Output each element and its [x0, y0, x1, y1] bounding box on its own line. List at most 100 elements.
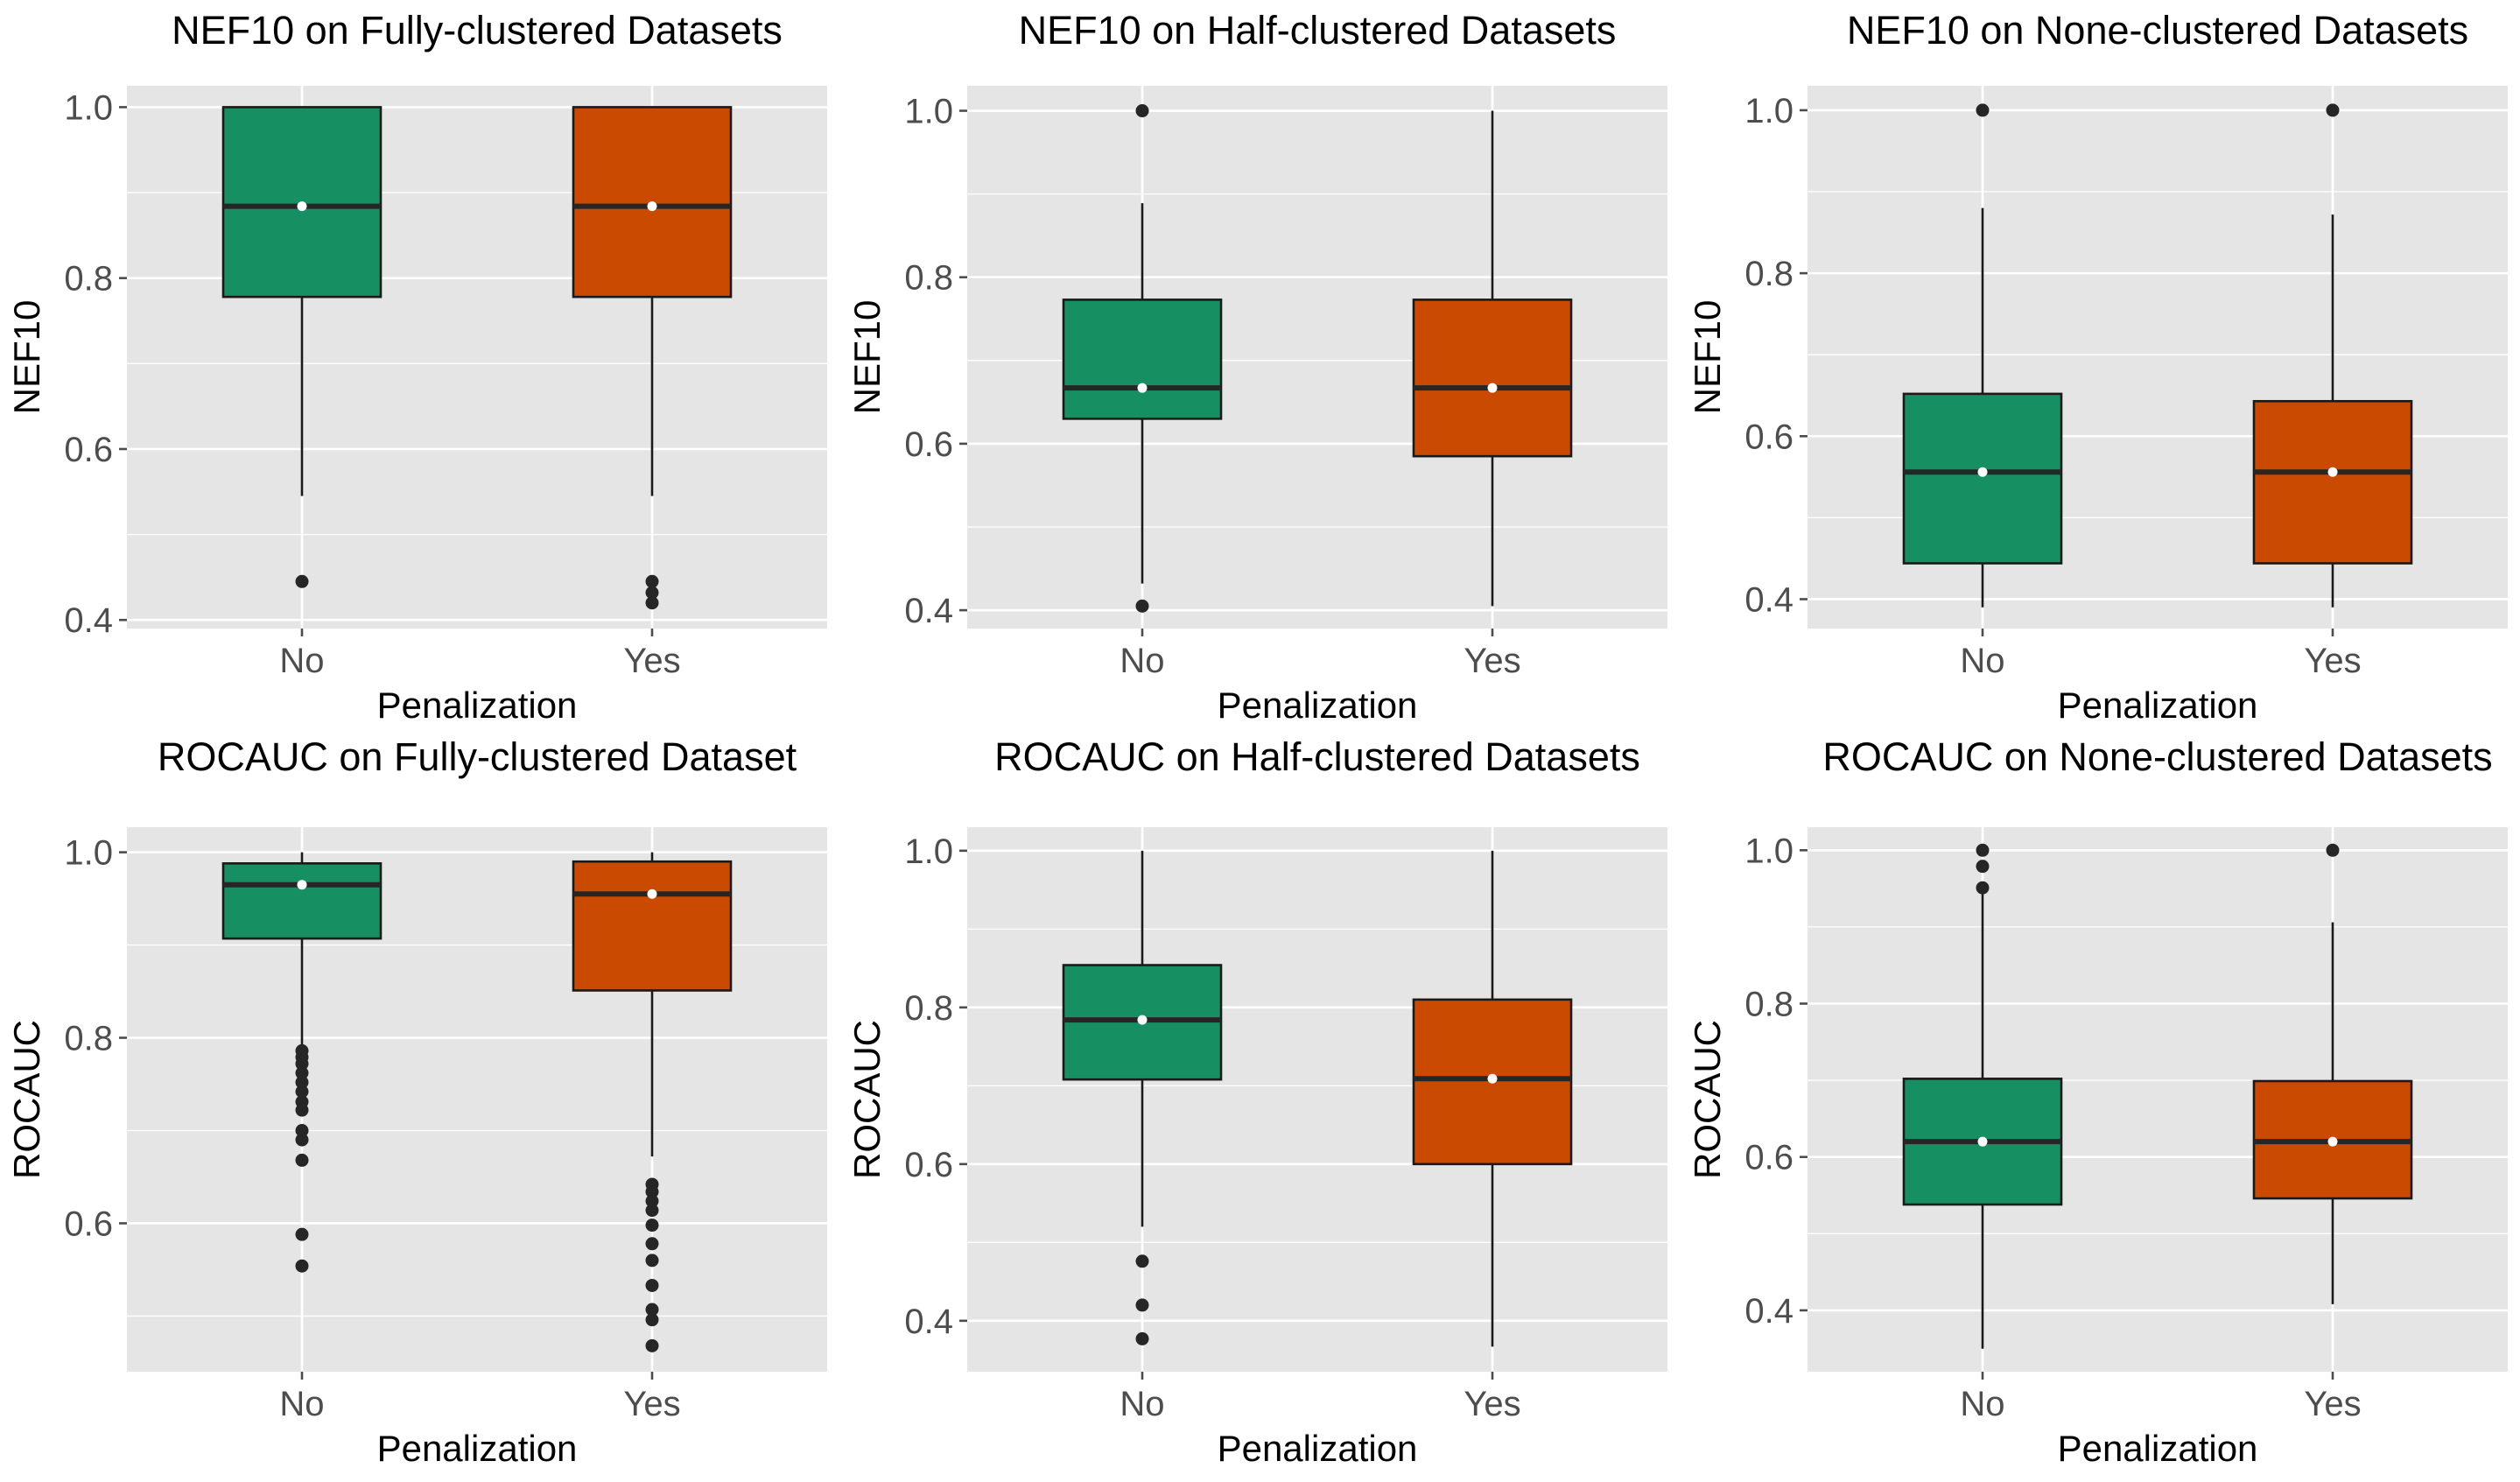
outlier-point: [1976, 860, 1990, 874]
chart-title: ROCAUC on None-clustered Datasets: [1822, 734, 2492, 779]
box-yes: [572, 852, 733, 1352]
mean-point: [1487, 1073, 1498, 1084]
mean-point: [1977, 467, 1988, 477]
outlier-point: [645, 586, 659, 600]
y-axis-title: NEF10: [1687, 300, 1728, 415]
box-yes: [1412, 110, 1573, 607]
x-tick-label: No: [279, 1385, 324, 1423]
iqr-box: [2252, 399, 2413, 565]
x-tick-label: No: [1960, 1385, 2004, 1423]
x-tick-label: Yes: [1464, 1385, 1520, 1423]
y-tick-label: 0.8: [1744, 985, 1793, 1023]
x-tick-label: Yes: [2304, 642, 2361, 680]
outlier-point: [645, 596, 659, 610]
box-no: [1062, 104, 1223, 613]
x-axis-title: Penalization: [1218, 1428, 1418, 1469]
x-axis-title: Penalization: [377, 1428, 578, 1469]
mean-point: [2327, 467, 2338, 477]
y-tick-label: 0.6: [1744, 418, 1793, 456]
box-yes: [572, 106, 733, 610]
y-tick-label: 0.6: [1744, 1139, 1793, 1177]
mean-point: [1487, 383, 1498, 393]
outlier-point: [1135, 1298, 1149, 1312]
outlier-point: [295, 1103, 309, 1117]
y-tick-label: 0.8: [1744, 255, 1793, 293]
mean-point: [647, 201, 657, 212]
mean-point: [1137, 1015, 1148, 1025]
outlier-point: [645, 1338, 659, 1352]
y-tick-label: 0.4: [904, 1303, 953, 1341]
x-tick-label: Yes: [2304, 1385, 2361, 1423]
chart-panel: NEF10 on Fully-clustered Datasets 0.4 0.6 0…: [6, 8, 827, 726]
y-tick-label: 0.8: [904, 259, 953, 298]
x-tick-label: Yes: [1464, 642, 1520, 680]
box-no: [1062, 850, 1223, 1345]
iqr-box: [1062, 299, 1223, 420]
outlier-point: [295, 574, 309, 588]
mean-point: [297, 201, 307, 212]
outlier-point: [645, 1313, 659, 1327]
box-no: [1902, 103, 2063, 608]
iqr-box: [221, 862, 383, 940]
outlier-point: [295, 1259, 309, 1273]
outlier-point: [1135, 104, 1149, 118]
y-tick-label: 0.4: [64, 601, 113, 640]
iqr-box: [1902, 392, 2063, 565]
iqr-box: [1412, 299, 1573, 458]
y-tick-label: 1.0: [1744, 832, 1793, 870]
y-tick-label: 0.4: [1744, 1292, 1793, 1331]
chart-title: NEF10 on None-clustered Datasets: [1847, 8, 2468, 53]
mean-point: [2327, 1136, 2338, 1147]
y-tick-label: 0.8: [64, 1020, 113, 1058]
outlier-point: [645, 1278, 659, 1292]
outlier-point: [645, 574, 659, 588]
outlier-point: [295, 1085, 309, 1099]
y-tick-label: 0.8: [64, 260, 113, 299]
iqr-box: [572, 860, 733, 992]
outlier-point: [1135, 1331, 1149, 1345]
chart-panel: ROCAUC on Fully-clustered Dataset 0.6 0.8 1…: [6, 734, 827, 1469]
chart-panel: ROCAUC on Half-clustered Datasets 0.4 0.6 0…: [846, 734, 1667, 1469]
chart-panel: NEF10 on Half-clustered Datasets 0.4 0.6 0.…: [846, 8, 1667, 726]
box-yes: [2252, 103, 2413, 608]
outlier-point: [645, 1254, 659, 1268]
outlier-point: [645, 1237, 659, 1251]
outlier-point: [645, 1204, 659, 1218]
y-tick-label: 0.4: [904, 592, 953, 630]
x-tick-label: No: [1120, 642, 1164, 680]
y-tick-label: 1.0: [904, 93, 953, 131]
chart-panel: ROCAUC on None-clustered Datasets 0.4 0.6 0…: [1687, 734, 2508, 1469]
outlier-point: [645, 1184, 659, 1198]
y-tick-label: 0.8: [904, 989, 953, 1028]
x-tick-label: Yes: [623, 1385, 680, 1423]
x-axis-title: Penalization: [2058, 685, 2258, 726]
outlier-point: [1976, 103, 1990, 117]
x-axis-title: Penalization: [1218, 685, 1418, 726]
y-tick-label: 0.6: [64, 431, 113, 469]
chart-title: ROCAUC on Half-clustered Datasets: [994, 734, 1640, 779]
chart-title: NEF10 on Half-clustered Datasets: [1019, 8, 1617, 53]
outlier-point: [295, 1057, 309, 1071]
outlier-point: [295, 1227, 309, 1241]
outlier-point: [1135, 599, 1149, 613]
outlier-point: [645, 1303, 659, 1317]
x-tick-label: No: [1960, 642, 2004, 680]
x-tick-label: Yes: [623, 642, 680, 680]
y-tick-label: 0.6: [904, 1146, 953, 1184]
y-axis-title: ROCAUC: [6, 1020, 47, 1179]
x-tick-label: No: [279, 642, 324, 680]
box-no: [1902, 843, 2063, 1349]
outlier-point: [645, 1194, 659, 1208]
y-tick-label: 0.4: [1744, 580, 1793, 619]
outlier-point: [1135, 1254, 1149, 1268]
y-tick-label: 1.0: [64, 834, 113, 873]
outlier-point: [295, 1123, 309, 1137]
box-no: [221, 106, 383, 588]
outlier-point: [295, 1075, 309, 1089]
mean-point: [1137, 383, 1148, 393]
outlier-point: [2326, 103, 2340, 117]
mean-point: [647, 888, 657, 899]
y-tick-label: 0.6: [904, 425, 953, 464]
y-tick-label: 1.0: [64, 88, 113, 127]
